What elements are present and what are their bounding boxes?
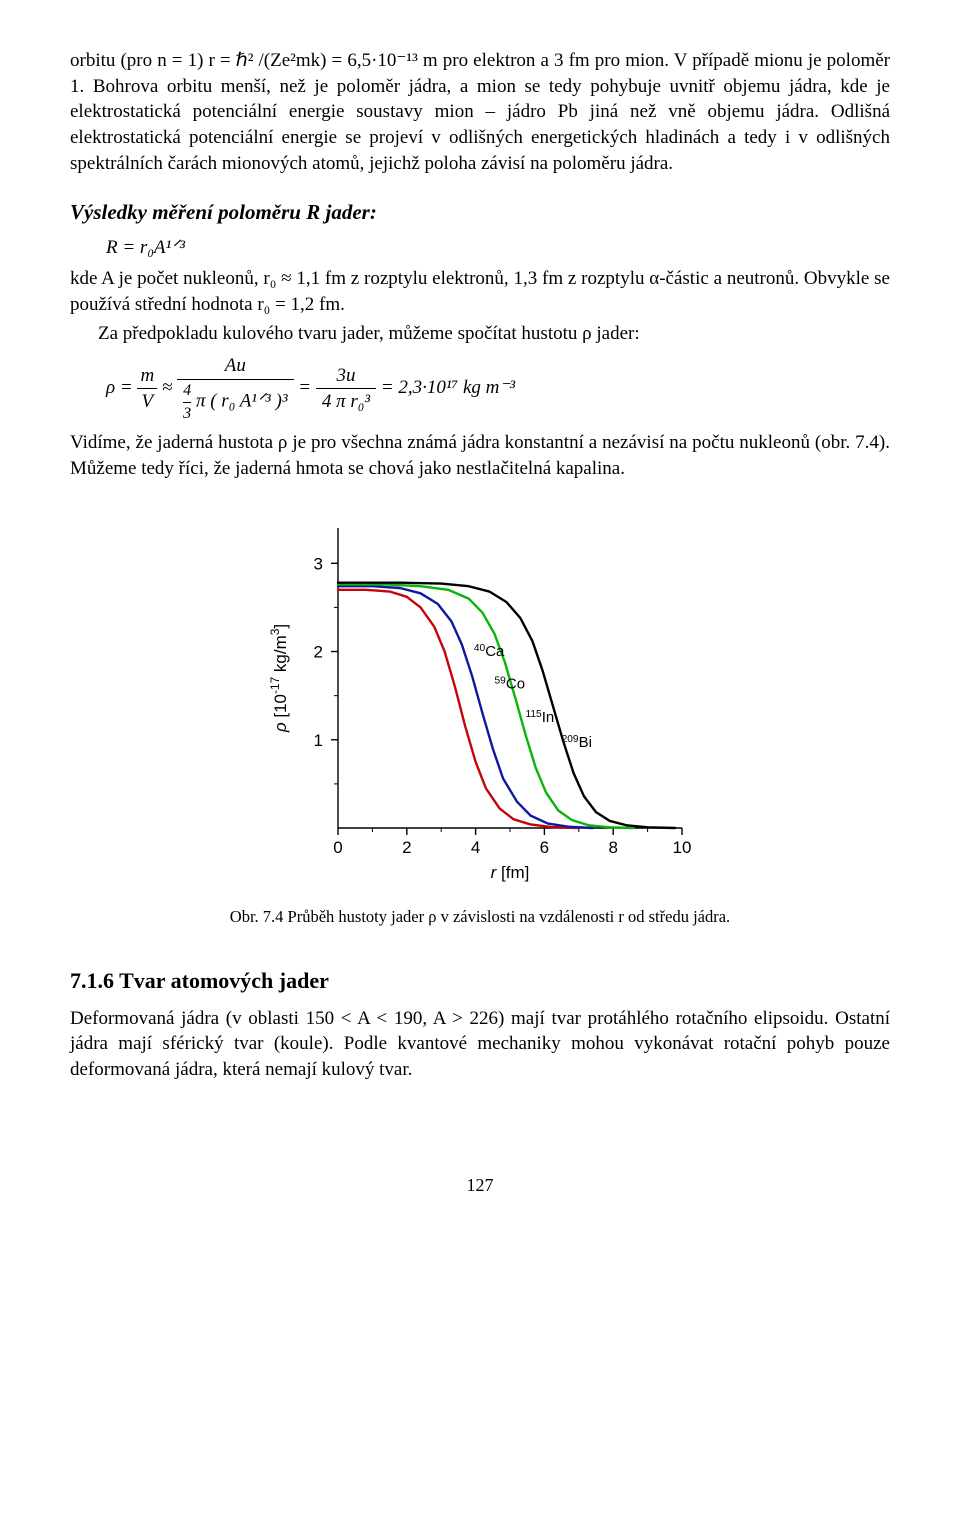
- svg-text:6: 6: [540, 838, 549, 857]
- formula-rho: ρ = mV ≈ Au43 π ( r₀ A¹ᐟ³ )³ = 3u4 π r₀³…: [106, 353, 890, 424]
- paragraph-5: Deformovaná jádra (v oblasti 150 < A < 1…: [70, 1006, 890, 1083]
- paragraph-4: Vidíme, že jaderná hustota ρ je pro všec…: [70, 430, 890, 481]
- figure-caption: Obr. 7.4 Průběh hustoty jader ρ v závisl…: [70, 906, 890, 928]
- svg-text:ρ [10-17 kg/m3]: ρ [10-17 kg/m3]: [268, 624, 290, 733]
- svg-text:2: 2: [314, 642, 323, 661]
- svg-text:10: 10: [673, 838, 692, 857]
- heading-7-1-6: 7.1.6 Tvar atomových jader: [70, 966, 890, 996]
- svg-text:4: 4: [471, 838, 480, 857]
- svg-text:2: 2: [402, 838, 411, 857]
- svg-text:115In: 115In: [525, 708, 554, 726]
- svg-text:3: 3: [314, 554, 323, 573]
- svg-text:40Ca: 40Ca: [474, 642, 505, 660]
- svg-text:1: 1: [314, 730, 323, 749]
- paragraph-2: kde A je počet nukleonů, r₀ ≈ 1,1 fm z r…: [70, 266, 890, 317]
- paragraph-1: orbitu (pro n = 1) r = ℏ² /(Ze²mk) = 6,5…: [70, 48, 890, 176]
- density-chart: 0246810123r [fm]ρ [10-17 kg/m3]40Ca59Co1…: [260, 508, 700, 888]
- svg-text:8: 8: [608, 838, 617, 857]
- paragraph-3: Za předpokladu kulového tvaru jader, můž…: [70, 321, 890, 347]
- page-number: 127: [70, 1173, 890, 1197]
- svg-text:r [fm]: r [fm]: [491, 863, 530, 882]
- formula-R: R = r₀A¹ᐟ³: [106, 235, 890, 261]
- section-title-results: Výsledky měření poloměru R jader:: [70, 198, 890, 226]
- svg-text:0: 0: [333, 838, 342, 857]
- svg-text:59Co: 59Co: [495, 675, 526, 693]
